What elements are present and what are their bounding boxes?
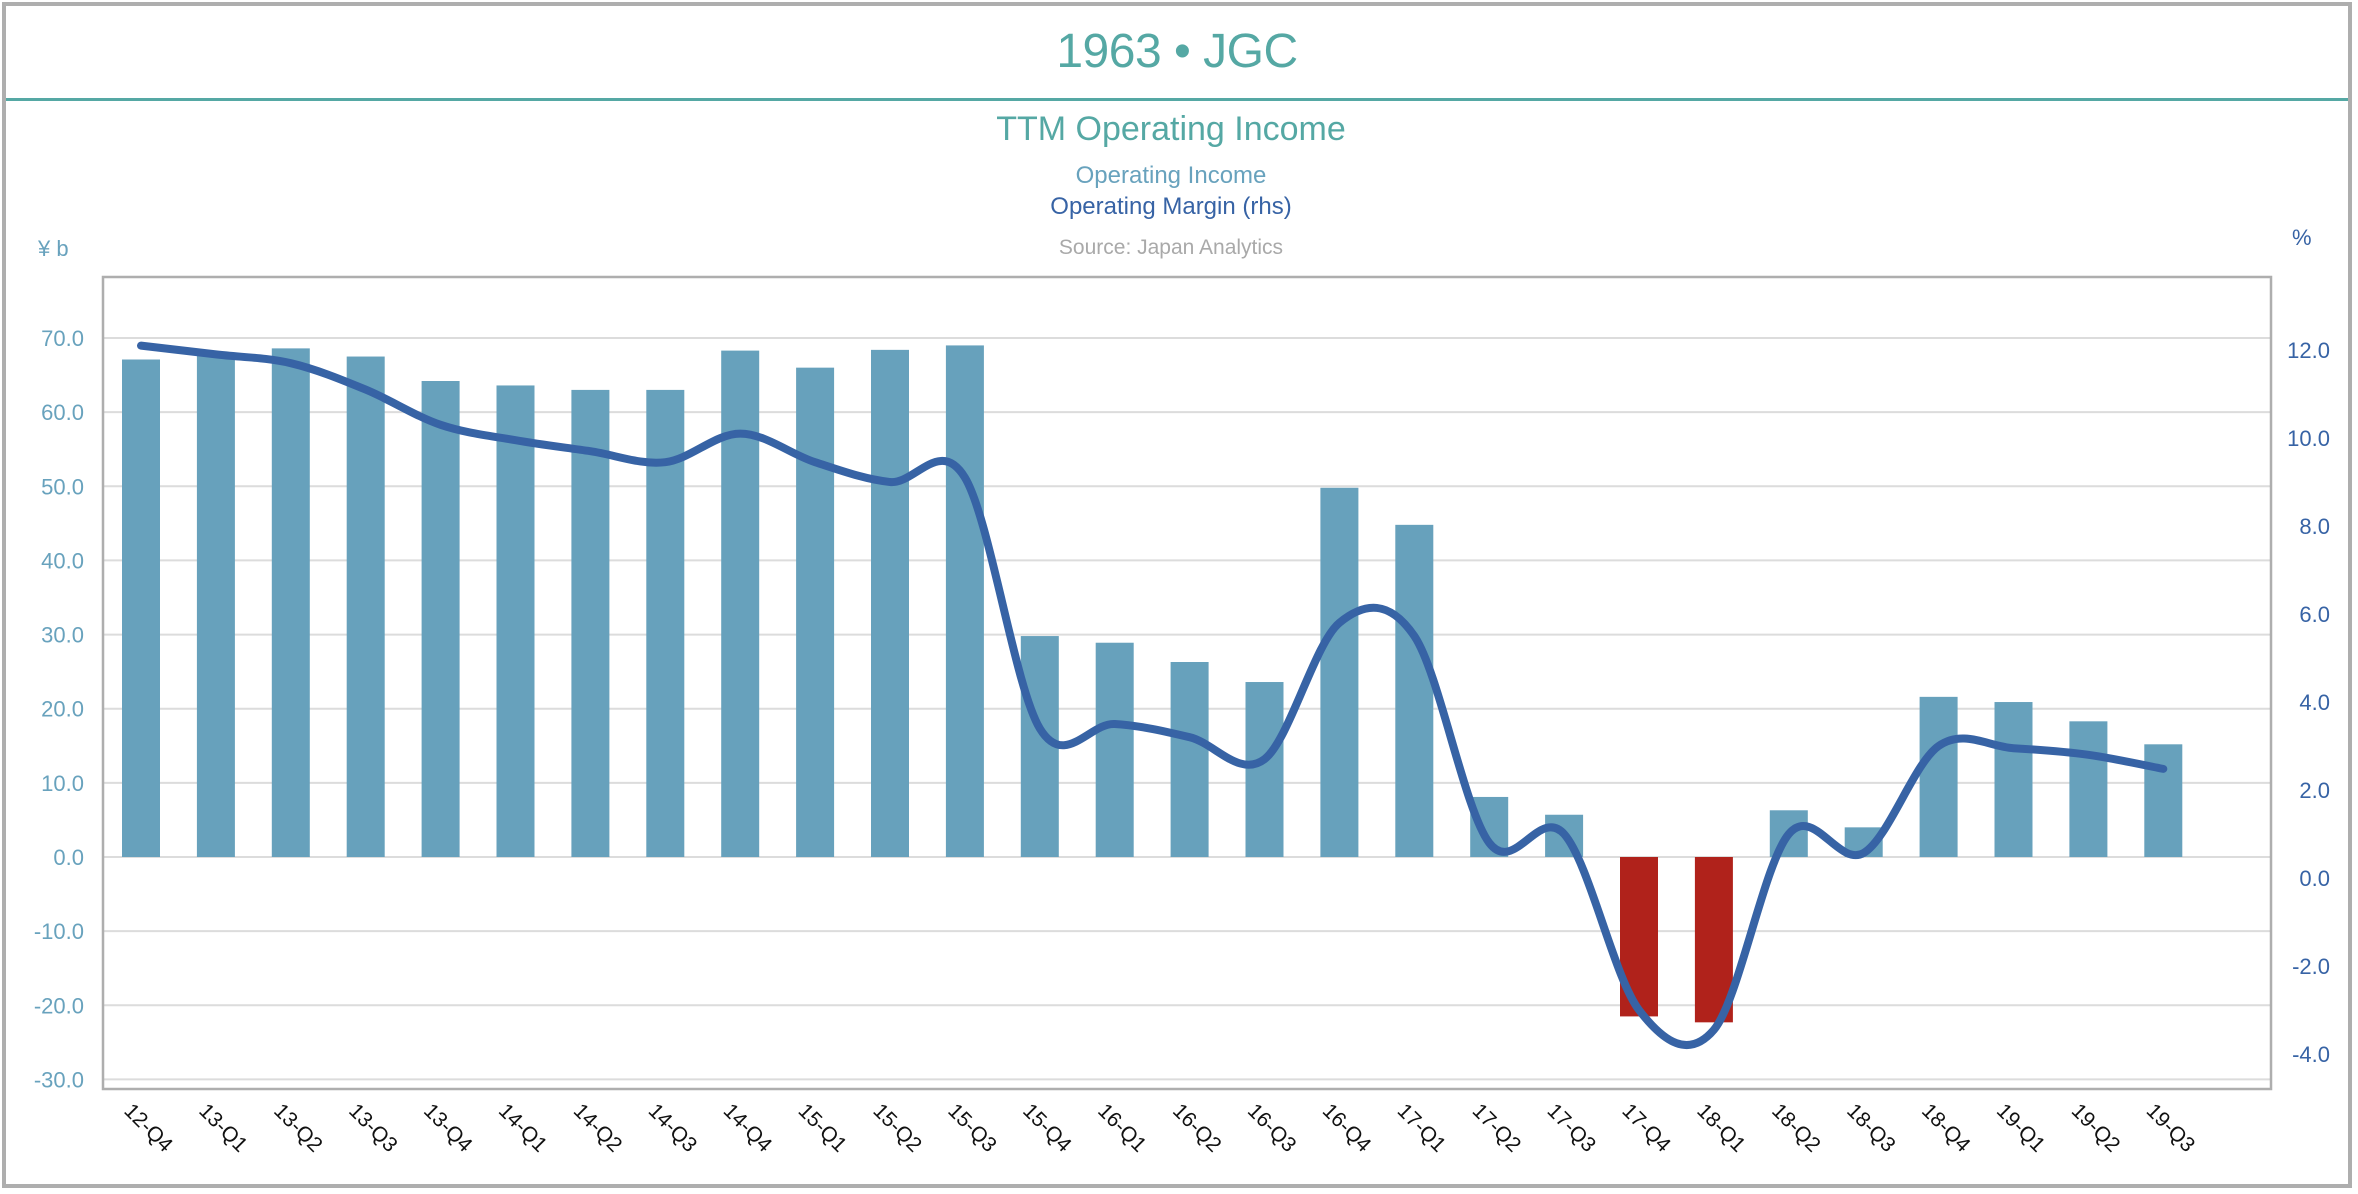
- bar-series-operating-income: [122, 345, 2183, 1023]
- x-axis-tick-label: 16-Q3: [1243, 1099, 1301, 1157]
- bar-13-Q4: [421, 381, 460, 857]
- x-axis-tick-label: 14-Q3: [644, 1099, 702, 1157]
- bar-13-Q1: [196, 355, 235, 857]
- x-axis-tick-label: 12-Q4: [119, 1099, 177, 1157]
- bar-19-Q1: [1994, 702, 2033, 857]
- x-axis-tick-label: 18-Q1: [1692, 1099, 1750, 1157]
- x-axis-tick-label: 17-Q4: [1617, 1099, 1675, 1157]
- bar-12-Q4: [122, 359, 160, 857]
- right-axis-ticks: 12.0 10.0 8.0 6.0 4.0 2.0 0.0 -2.0 -4.0: [2287, 338, 2330, 1067]
- bar-19-Q3: [2144, 744, 2183, 857]
- x-axis-tick-label: 15-Q2: [868, 1099, 926, 1157]
- gridlines: [103, 337, 2271, 1081]
- left-axis-tick-label: 40.0: [41, 548, 84, 573]
- right-axis-tick-label: 12.0: [2287, 338, 2330, 363]
- left-axis-unit-label: ¥ b: [37, 236, 69, 261]
- left-axis-tick-label: 50.0: [41, 474, 84, 499]
- x-axis-tick-label: 17-Q1: [1393, 1099, 1451, 1157]
- right-axis-tick-label: 6.0: [2299, 602, 2330, 627]
- header: 1963 • JGC: [6, 6, 2348, 101]
- right-axis-tick-label: 8.0: [2299, 514, 2330, 539]
- right-axis-tick-label: 0.0: [2299, 866, 2330, 891]
- left-axis-tick-label: -20.0: [34, 993, 84, 1018]
- left-axis-tick-label: -10.0: [34, 919, 84, 944]
- bar-15-Q3: [945, 345, 984, 857]
- bar-16-Q1: [1095, 642, 1134, 857]
- x-axis-tick-label: 13-Q3: [344, 1099, 402, 1157]
- bar-16-Q2: [1170, 662, 1209, 857]
- x-axis-tick-label: 13-Q2: [269, 1099, 327, 1157]
- bar-14-Q2: [571, 389, 610, 857]
- left-axis-tick-label: 0.0: [53, 845, 84, 870]
- bar-18-Q1: [1694, 857, 1733, 1023]
- chart-title: TTM Operating Income: [996, 110, 1346, 148]
- right-axis-tick-label: -4.0: [2292, 1042, 2330, 1067]
- bar-19-Q2: [2069, 721, 2108, 857]
- x-axis-tick-label: 18-Q3: [1842, 1099, 1900, 1157]
- x-axis-tick-label: 14-Q2: [569, 1099, 627, 1157]
- left-axis-tick-label: 20.0: [41, 697, 84, 722]
- x-axis-tick-label: 19-Q2: [2067, 1099, 2125, 1157]
- page-title: 1963 • JGC: [1056, 25, 1298, 78]
- x-axis-tick-label: 19-Q1: [1992, 1099, 2050, 1157]
- x-axis-tick-label: 18-Q2: [1767, 1099, 1825, 1157]
- bar-13-Q3: [346, 356, 385, 857]
- right-axis-tick-label: 4.0: [2299, 690, 2330, 715]
- plot-area-border: [101, 275, 2273, 1091]
- x-axis-tick-label: 14-Q4: [719, 1099, 777, 1157]
- x-axis-tick-label: 17-Q2: [1468, 1099, 1526, 1157]
- x-axis-ticks: 12-Q4 13-Q1 13-Q2 13-Q3 13-Q4 14-Q1 14-Q2 14-Q3…: [119, 1099, 2199, 1157]
- bar-15-Q2: [871, 349, 909, 857]
- x-axis-tick-label: 15-Q3: [943, 1099, 1001, 1157]
- x-axis-tick-label: 13-Q4: [419, 1099, 477, 1157]
- left-axis-ticks: 70.0 60.0 50.0 40.0 30.0 20.0 10.0 0.0 -10.0 -20.…: [34, 326, 84, 1092]
- x-axis-tick-label: 13-Q1: [194, 1099, 252, 1157]
- x-axis-tick-label: 15-Q1: [794, 1099, 852, 1157]
- bar-15-Q1: [796, 367, 835, 857]
- chart-source: Source: Japan Analytics: [1058, 236, 1284, 259]
- right-axis-unit-label: %: [2292, 225, 2312, 250]
- x-axis-tick-label: 14-Q1: [494, 1099, 552, 1157]
- x-axis-tick-label: 18-Q4: [1917, 1099, 1975, 1157]
- bar-17-Q1: [1395, 524, 1434, 857]
- x-axis-tick-label: 16-Q2: [1168, 1099, 1226, 1157]
- x-axis-tick-label: 19-Q3: [2142, 1099, 2200, 1157]
- bar-14-Q4: [721, 350, 760, 857]
- left-axis-tick-label: 60.0: [41, 400, 84, 425]
- left-axis-tick-label: 70.0: [41, 326, 84, 351]
- line-operating-margin: [137, 341, 2168, 1050]
- bar-13-Q2: [271, 348, 310, 857]
- bar-18-Q4: [1919, 696, 1958, 857]
- right-axis-tick-label: -2.0: [2292, 954, 2330, 979]
- left-axis-tick-label: 10.0: [41, 771, 84, 796]
- left-axis-tick-label: 30.0: [41, 623, 84, 648]
- legend-operating-margin: Operating Margin (rhs): [1050, 193, 1292, 220]
- x-axis-tick-label: 17-Q3: [1543, 1099, 1601, 1157]
- x-axis-tick-label: 15-Q4: [1018, 1099, 1076, 1157]
- line-series-operating-margin: [137, 341, 2168, 1050]
- bar-14-Q1: [496, 385, 535, 857]
- left-axis-tick-label: -30.0: [34, 1067, 84, 1092]
- right-axis-tick-label: 2.0: [2299, 778, 2330, 803]
- bar-16-Q4: [1320, 487, 1359, 857]
- x-axis-tick-label: 16-Q1: [1093, 1099, 1151, 1157]
- bar-14-Q3: [646, 389, 685, 857]
- bar-16-Q3: [1245, 682, 1284, 857]
- right-axis-tick-label: 10.0: [2287, 426, 2330, 451]
- x-axis-tick-label: 16-Q4: [1318, 1099, 1376, 1157]
- legend-operating-income: Operating Income: [1075, 162, 1267, 189]
